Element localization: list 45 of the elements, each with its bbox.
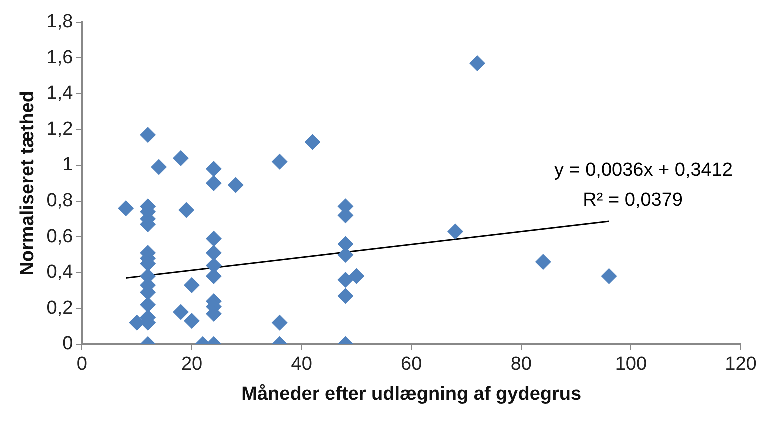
point	[448, 224, 464, 240]
point	[173, 150, 190, 166]
x-tick-label: 0	[76, 354, 88, 376]
point	[206, 175, 222, 192]
y-tick-label: 1,2	[46, 118, 74, 140]
x-tick-label: 20	[181, 354, 203, 376]
point	[151, 159, 168, 176]
x-tick-label: 60	[401, 354, 422, 376]
point	[304, 134, 321, 150]
y-tick-label: 1,8	[46, 12, 74, 33]
y-tick-label: 1,6	[46, 47, 74, 68]
point	[206, 161, 222, 178]
point	[469, 56, 486, 72]
y-tick-label: 1,4	[46, 83, 74, 104]
point	[184, 313, 200, 330]
point	[272, 154, 288, 170]
point	[184, 277, 200, 294]
point	[173, 304, 190, 320]
annotation: R² = 0,0379	[583, 190, 683, 212]
y-tick-label: 0,6	[46, 226, 74, 248]
x-tick-label: 100	[615, 354, 648, 376]
x-tick-label: 40	[291, 354, 312, 376]
point	[535, 254, 552, 270]
point	[140, 127, 156, 144]
point	[206, 245, 222, 262]
point	[228, 177, 244, 194]
y-tick-label: 0,8	[46, 190, 74, 212]
x-tick-label: 80	[510, 354, 532, 376]
point	[338, 272, 354, 288]
y-tick-label: 1	[62, 154, 74, 176]
y-axis-title: Normaliseret tæthed	[18, 91, 39, 276]
point	[338, 288, 354, 304]
annotation: y = 0,0036x + 0,3412	[554, 160, 733, 182]
y-tick-label: 0,2	[46, 298, 74, 319]
point	[601, 268, 618, 284]
x-axis-title: Måneder efter udlægning af gydegrus	[242, 384, 582, 405]
point	[118, 200, 134, 216]
point	[178, 202, 195, 218]
y-tick-label: 0	[62, 334, 74, 355]
point	[348, 268, 365, 284]
point	[206, 230, 222, 247]
point	[140, 297, 156, 314]
x-tick-label: 120	[725, 354, 757, 376]
point	[272, 314, 288, 331]
y-tick-label: 0,4	[46, 262, 74, 284]
